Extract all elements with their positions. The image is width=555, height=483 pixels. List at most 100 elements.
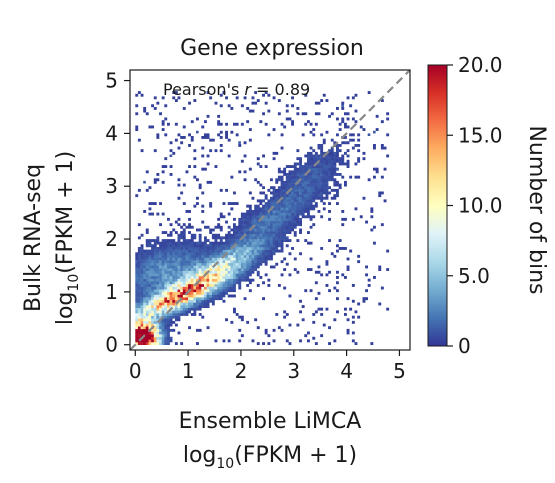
density-bin — [256, 273, 260, 277]
density-bin — [225, 130, 228, 134]
density-bin — [225, 262, 228, 266]
density-bin — [167, 262, 170, 266]
density-bin — [296, 175, 300, 179]
density-bin — [230, 175, 234, 179]
density-bin — [177, 196, 181, 200]
density-bin — [193, 302, 197, 306]
density-bin — [359, 125, 363, 129]
density-bin — [277, 167, 281, 171]
density-bin — [283, 239, 287, 242]
density-bin — [235, 265, 239, 269]
density-bin — [344, 125, 347, 129]
density-bin — [240, 276, 244, 279]
density-bin — [217, 217, 221, 221]
density-bin — [233, 307, 236, 311]
density-bin — [312, 165, 316, 168]
density-bin — [320, 175, 324, 179]
density-bin — [367, 91, 371, 94]
density-bin — [140, 273, 144, 277]
density-bin — [167, 284, 170, 287]
density-bin — [169, 260, 173, 264]
density-bin — [193, 236, 197, 240]
density-bin — [198, 328, 202, 332]
density-bin — [238, 236, 242, 240]
density-bin — [283, 315, 287, 319]
density-bin — [264, 260, 268, 264]
density-bin — [167, 233, 170, 237]
density-bin — [291, 215, 294, 219]
density-bin — [151, 299, 154, 303]
density-bin — [251, 101, 255, 105]
density-bin — [380, 120, 384, 124]
density-bin — [156, 313, 160, 316]
density-bin — [227, 270, 231, 274]
density-bin — [233, 233, 236, 237]
density-bin — [354, 207, 358, 211]
density-bin — [204, 236, 207, 240]
density-bin — [174, 315, 178, 319]
density-bin — [291, 180, 294, 184]
density-bin — [214, 257, 218, 261]
density-bin — [235, 257, 239, 261]
density-bin — [180, 286, 184, 290]
density-bin — [317, 196, 321, 200]
density-bin — [240, 262, 244, 266]
density-bin — [270, 217, 273, 221]
density-bin — [227, 231, 231, 234]
density-bin — [325, 194, 329, 198]
density-bin — [148, 254, 152, 258]
density-bin — [217, 270, 221, 274]
density-bin — [285, 199, 289, 203]
density-bin — [272, 339, 276, 343]
density-bin — [280, 170, 284, 174]
density-bin — [280, 210, 284, 213]
density-bin — [317, 180, 321, 184]
density-bin — [193, 270, 197, 274]
density-bin — [159, 336, 162, 340]
density-bin — [182, 249, 186, 253]
density-bin — [291, 228, 294, 232]
density-bin — [196, 270, 199, 274]
density-bin — [314, 170, 318, 174]
density-bin — [135, 294, 139, 298]
density-bin — [188, 294, 191, 298]
density-bin — [185, 249, 189, 253]
density-bin — [309, 289, 313, 293]
density-bin — [172, 244, 176, 248]
density-bin — [322, 202, 326, 205]
density-bin — [312, 320, 316, 324]
density-bin — [259, 120, 263, 124]
density-bin — [288, 225, 292, 229]
density-bin — [151, 289, 154, 293]
density-bin — [174, 244, 178, 248]
density-bin — [259, 249, 263, 253]
density-bin — [148, 315, 152, 319]
colorbar-tick-label: 10.0 — [458, 194, 503, 218]
density-bin — [383, 167, 387, 171]
density-bin — [283, 231, 287, 234]
density-bin — [145, 188, 149, 192]
density-bin — [161, 262, 165, 266]
density-bin — [246, 231, 250, 234]
density-bin — [151, 284, 154, 287]
density-bin — [333, 286, 337, 290]
density-bin — [169, 297, 173, 301]
density-bin — [174, 122, 178, 126]
density-bin — [167, 299, 170, 303]
density-bin — [246, 228, 250, 232]
density-bin — [167, 342, 170, 345]
density-bin — [188, 260, 191, 264]
density-bin — [296, 162, 300, 166]
density-bin — [277, 231, 281, 234]
density-bin — [233, 228, 236, 232]
density-bin — [153, 257, 157, 261]
density-bin — [188, 249, 191, 253]
density-bin — [227, 294, 231, 298]
density-bin — [304, 194, 308, 198]
density-bin — [140, 149, 144, 153]
density-bin — [238, 286, 242, 290]
density-bin — [180, 305, 184, 308]
density-bin — [246, 120, 250, 124]
density-bin — [378, 265, 382, 269]
